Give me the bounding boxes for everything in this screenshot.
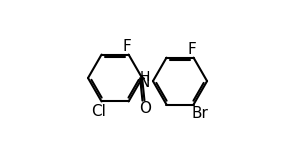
Text: N: N xyxy=(139,75,150,90)
Text: Br: Br xyxy=(191,106,208,121)
Text: H: H xyxy=(139,70,150,84)
Text: F: F xyxy=(123,39,131,54)
Text: Cl: Cl xyxy=(91,104,106,119)
Text: F: F xyxy=(188,42,197,57)
Text: O: O xyxy=(139,101,151,116)
